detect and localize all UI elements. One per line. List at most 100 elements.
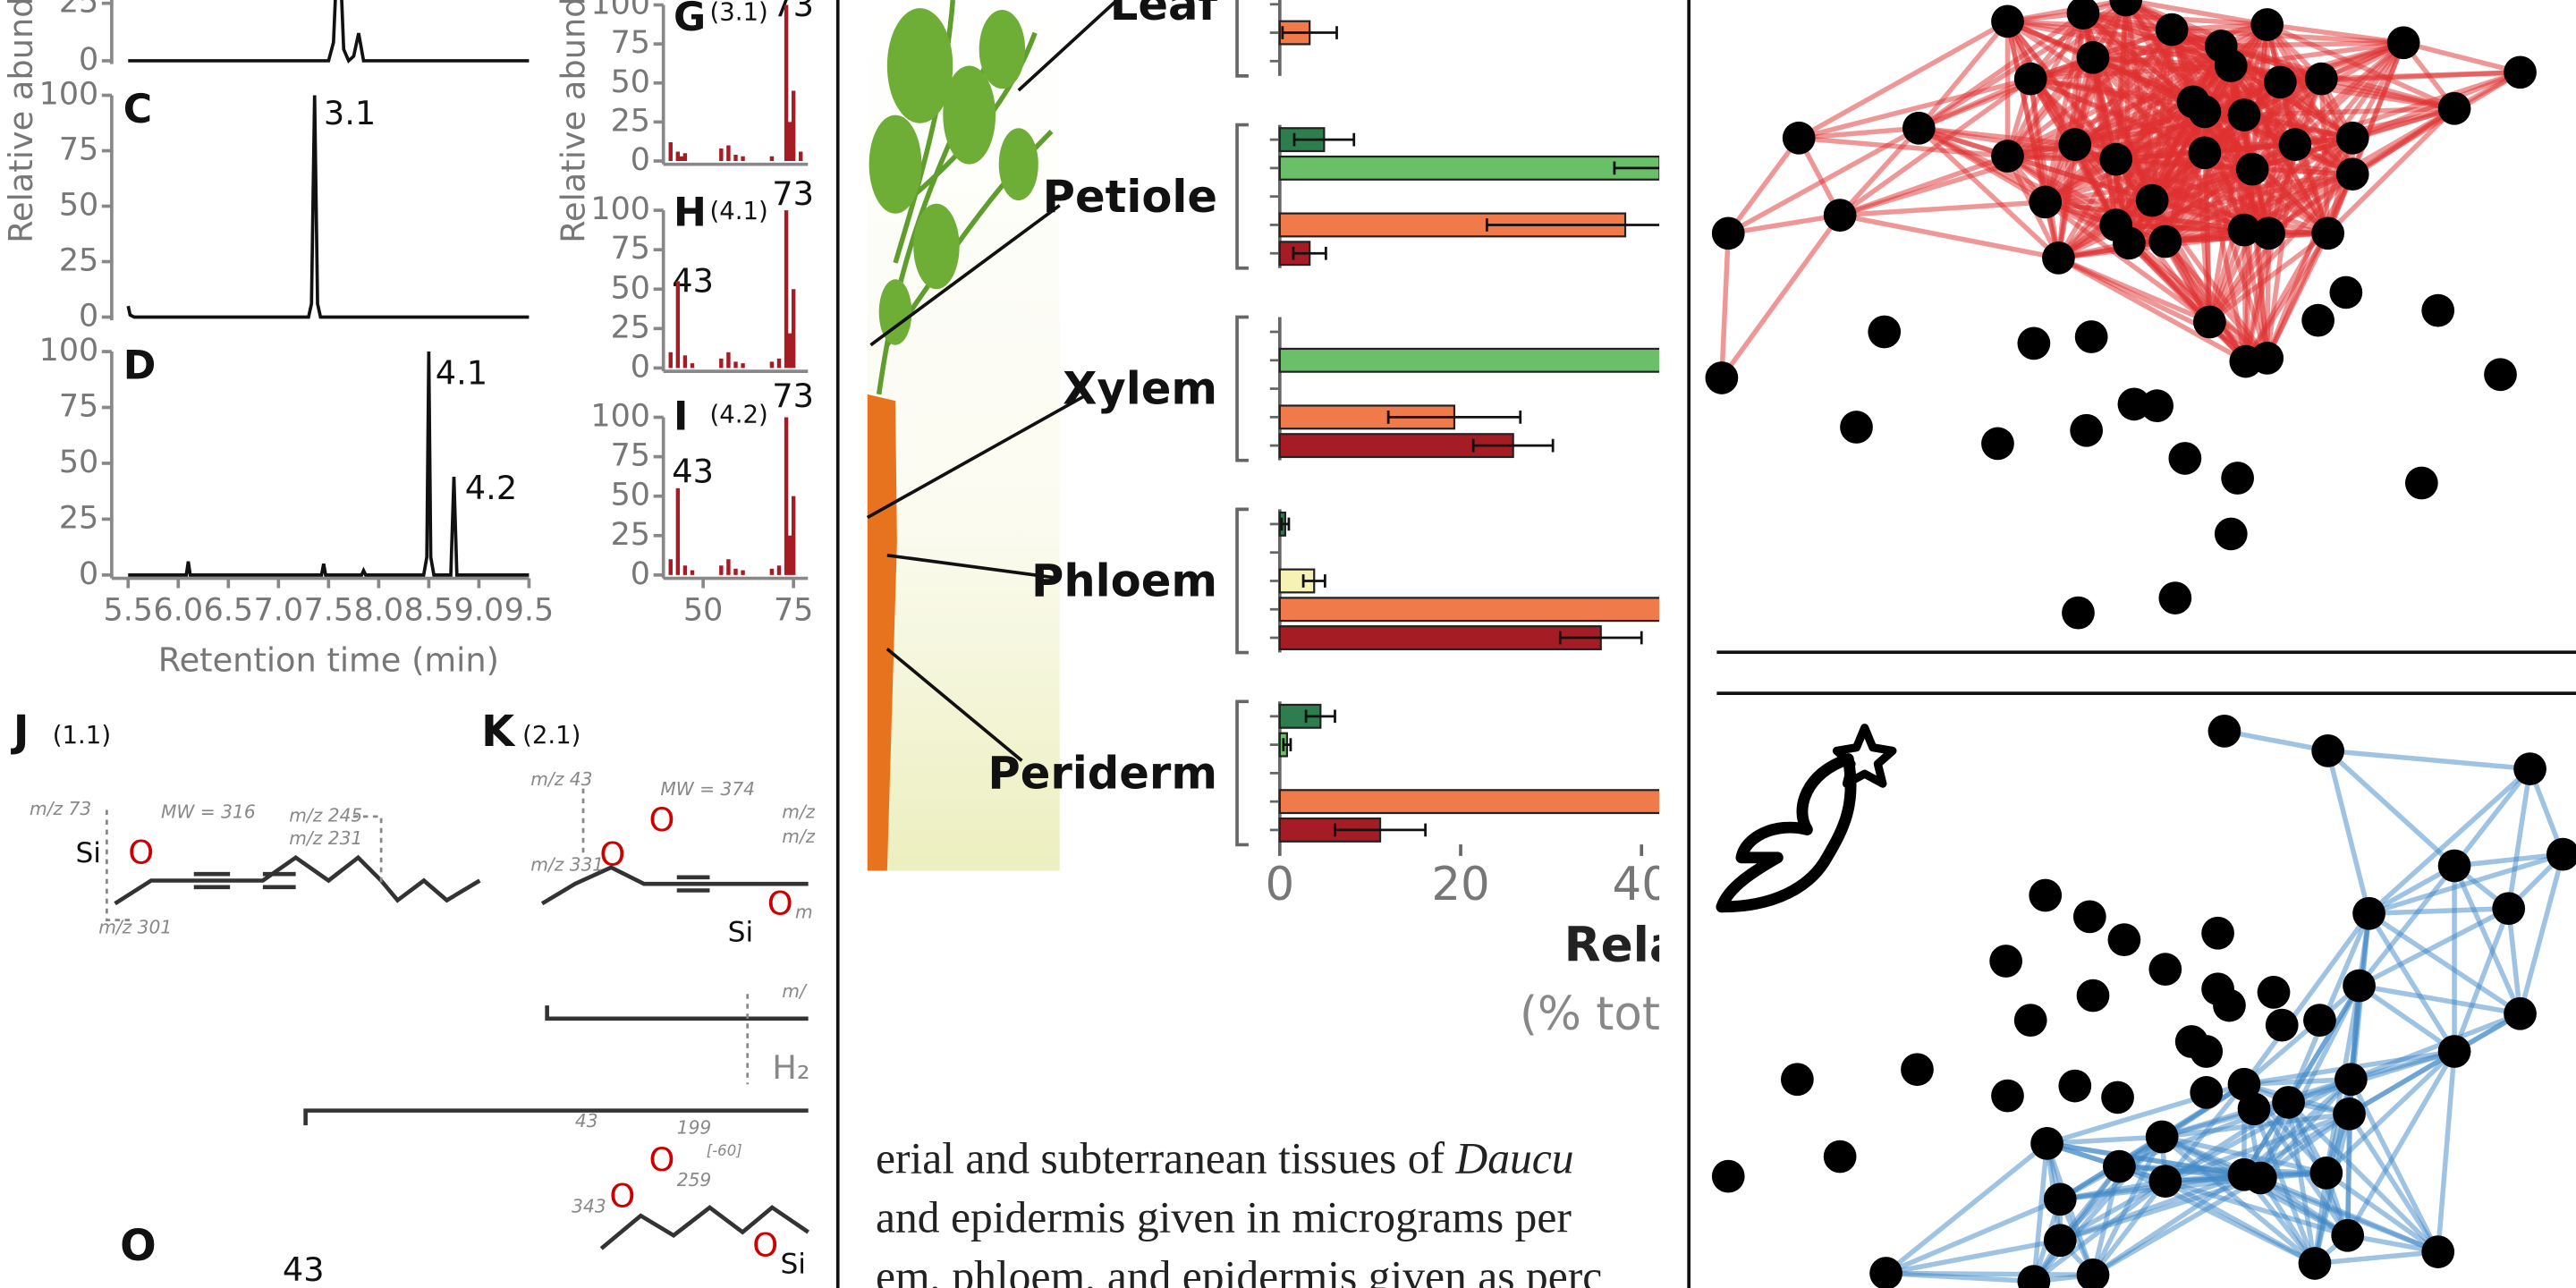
network-node — [2492, 892, 2526, 926]
structure-text: Si — [728, 916, 754, 948]
network-node — [1991, 1079, 2024, 1113]
network-edge — [2230, 40, 2404, 69]
network-edge — [2327, 748, 2530, 772]
y-tick-label: 50 — [59, 188, 98, 224]
network-edge — [1719, 233, 1731, 378]
structure-text: m/ — [782, 980, 808, 1002]
network-edge — [2161, 1134, 2327, 1176]
network-node — [2421, 293, 2455, 327]
network-node — [2335, 157, 2369, 191]
panel-label: C — [123, 87, 152, 132]
peak-label: 43 — [672, 452, 714, 490]
spectrum-bar — [668, 142, 673, 161]
spectrum-bar — [733, 361, 738, 369]
structure-text: (1.1) — [53, 721, 111, 750]
network-node — [2257, 976, 2291, 1009]
network-node — [2193, 305, 2226, 339]
spectrum-bar — [726, 352, 731, 369]
error-bar — [1282, 738, 1292, 751]
network-edge — [2314, 1249, 2438, 1267]
network-edge — [2203, 40, 2405, 156]
peak-label: 73 — [772, 0, 814, 24]
carrot-icon — [1716, 724, 1897, 913]
bar — [1278, 625, 1602, 650]
spectrum-bar — [769, 568, 775, 575]
spectrum-bar — [726, 559, 731, 575]
structure-text: m/z 301 — [98, 916, 172, 937]
network-node — [1823, 199, 1857, 232]
network-node — [2437, 1035, 2471, 1068]
network-node — [2214, 517, 2248, 551]
network-edge — [2125, 0, 2268, 28]
network-edge — [2368, 852, 2564, 916]
network-node — [1705, 361, 1739, 394]
peak-label: 73 — [772, 174, 814, 213]
network-node — [2190, 1035, 2224, 1068]
network-node — [2029, 878, 2063, 912]
network-node — [2213, 988, 2246, 1022]
spectrum — [668, 417, 796, 575]
network-node — [2235, 152, 2269, 186]
spectrum-bar — [679, 156, 684, 161]
network-edge — [2031, 1143, 2050, 1282]
network-edge — [2090, 1179, 2167, 1276]
y-tick-label: 50 — [611, 64, 650, 100]
network-node — [2017, 1265, 2051, 1288]
network-edge — [2091, 1175, 2262, 1277]
panel-subtitle: (4.2) — [709, 401, 767, 429]
structure-text: O — [649, 801, 675, 839]
y-tick-label: 0 — [631, 349, 650, 385]
error-bar — [1558, 631, 1643, 645]
network-edge — [2241, 40, 2406, 232]
category-label: Phloem — [1031, 555, 1217, 607]
structure-text: 43 — [575, 1110, 598, 1131]
spectrum — [668, 4, 803, 161]
spectrum — [668, 210, 796, 369]
network-edge — [2452, 864, 2523, 1015]
network-edge — [2160, 1134, 2317, 1266]
panel-label: H — [674, 191, 707, 236]
error-bar — [1292, 246, 1327, 260]
caption-line: and epidermis given in micrograms per — [876, 1193, 1572, 1242]
network-node — [2099, 142, 2133, 176]
network-node — [2352, 896, 2385, 930]
spectrum-bar — [733, 155, 738, 161]
structure-text: O — [752, 1226, 778, 1265]
category-label: Xylem — [1063, 363, 1217, 415]
error-bar — [1471, 438, 1555, 453]
network-edge — [2350, 1011, 2521, 1082]
network-edge — [1918, 55, 2095, 131]
bar — [1278, 789, 1660, 815]
network-edge — [2264, 233, 2272, 359]
network-node — [2190, 1076, 2224, 1109]
spectrum-bar — [719, 358, 724, 369]
network-node — [2298, 1247, 2332, 1280]
structure-text: m — [795, 902, 813, 923]
structure-text: m/z 43 — [530, 768, 592, 790]
network-node — [2101, 1080, 2134, 1114]
x-tick-label: 5.5 — [104, 592, 153, 628]
y-tick-label: 50 — [611, 270, 650, 306]
network-edge — [2367, 911, 2457, 1053]
network-node — [2072, 900, 2106, 934]
network-edge — [1885, 1197, 2062, 1276]
network-edge — [2357, 983, 2456, 1054]
network-node — [2058, 1069, 2092, 1103]
spectrum-bar — [741, 363, 745, 369]
error-bar — [1304, 709, 1336, 724]
spectrum-bar — [791, 90, 796, 161]
panel-label: D — [123, 343, 157, 388]
y-tick-label: 0 — [631, 556, 650, 592]
y-tick-label: 75 — [611, 25, 650, 61]
bracket — [1235, 0, 1249, 78]
network-node — [2158, 581, 2192, 614]
network-node — [2043, 1224, 2077, 1258]
network-node — [2237, 1092, 2271, 1126]
structure-text: m/z 331 — [530, 853, 604, 875]
y-tick-label: 25 — [59, 0, 98, 21]
network-edge — [2358, 906, 2510, 988]
network-node — [2311, 216, 2345, 250]
network-edge — [2452, 767, 2532, 868]
